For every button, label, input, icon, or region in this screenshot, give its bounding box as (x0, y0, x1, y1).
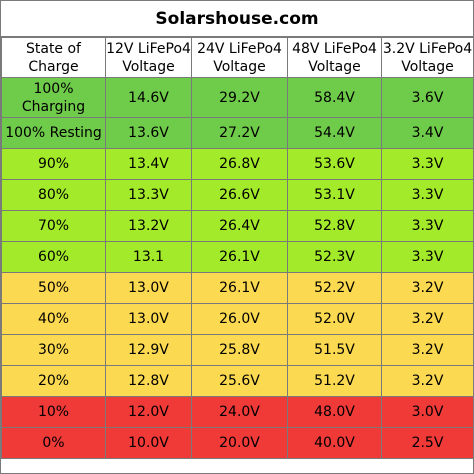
voltage-24v-cell: 29.2V (191, 77, 288, 118)
table-row: 50% 13.0V 26.1V 52.2V 3.2V (1, 272, 474, 304)
voltage-24v-cell: 25.8V (191, 334, 288, 366)
voltage-48v-cell: 53.1V (287, 179, 382, 211)
table-row: 30% 12.9V 25.8V 51.5V 3.2V (1, 334, 474, 366)
voltage-12v-cell: 13.1 (105, 241, 192, 273)
voltage-24v-cell: 26.1V (191, 272, 288, 304)
voltage-12v-cell: 13.6V (105, 117, 192, 149)
voltage-48v-cell: 51.5V (287, 334, 382, 366)
voltage-24v-cell: 26.6V (191, 179, 288, 211)
table-row: 20% 12.8V 25.6V 51.2V 3.2V (1, 365, 474, 397)
voltage-12v-cell: 12.0V (105, 396, 192, 428)
header-row: State of Charge 12V LiFePo4 Voltage 24V … (1, 37, 474, 78)
voltage-3-2v-cell: 3.6V (381, 77, 474, 118)
voltage-3-2v-cell: 3.3V (381, 210, 474, 242)
voltage-48v-cell: 40.0V (287, 427, 382, 459)
voltage-3-2v-cell: 3.2V (381, 365, 474, 397)
voltage-12v-cell: 13.4V (105, 148, 192, 180)
voltage-48v-cell: 51.2V (287, 365, 382, 397)
state-of-charge-cell: 80% (1, 179, 106, 211)
state-of-charge-cell: 60% (1, 241, 106, 273)
voltage-3-2v-cell: 3.2V (381, 334, 474, 366)
header-12v: 12V LiFePo4 Voltage (105, 37, 192, 78)
table-row: 100% Charging 14.6V 29.2V 58.4V 3.6V (1, 77, 474, 118)
voltage-12v-cell: 13.0V (105, 272, 192, 304)
voltage-12v-cell: 14.6V (105, 77, 192, 118)
state-of-charge-cell: 10% (1, 396, 106, 428)
voltage-3-2v-cell: 3.2V (381, 272, 474, 304)
voltage-3-2v-cell: 3.4V (381, 117, 474, 149)
table-row: 0% 10.0V 20.0V 40.0V 2.5V (1, 427, 474, 459)
state-of-charge-cell: 40% (1, 303, 106, 335)
state-of-charge-cell: 100% Resting (1, 117, 106, 149)
voltage-table: State of Charge 12V LiFePo4 Voltage 24V … (1, 37, 474, 459)
voltage-48v-cell: 52.0V (287, 303, 382, 335)
table-row: 10% 12.0V 24.0V 48.0V 3.0V (1, 396, 474, 428)
voltage-3-2v-cell: 3.3V (381, 241, 474, 273)
voltage-48v-cell: 53.6V (287, 148, 382, 180)
voltage-24v-cell: 27.2V (191, 117, 288, 149)
voltage-12v-cell: 13.0V (105, 303, 192, 335)
voltage-12v-cell: 12.8V (105, 365, 192, 397)
voltage-12v-cell: 10.0V (105, 427, 192, 459)
voltage-48v-cell: 52.3V (287, 241, 382, 273)
voltage-3-2v-cell: 3.0V (381, 396, 474, 428)
voltage-24v-cell: 26.1V (191, 241, 288, 273)
voltage-24v-cell: 26.4V (191, 210, 288, 242)
table-row: 80% 13.3V 26.6V 53.1V 3.3V (1, 179, 474, 211)
table-row: 60% 13.1 26.1V 52.3V 3.3V (1, 241, 474, 273)
voltage-24v-cell: 26.0V (191, 303, 288, 335)
voltage-48v-cell: 58.4V (287, 77, 382, 118)
table-row: 40% 13.0V 26.0V 52.0V 3.2V (1, 303, 474, 335)
header-state-of-charge: State of Charge (1, 37, 106, 78)
state-of-charge-cell: 20% (1, 365, 106, 397)
header-48v: 48V LiFePo4 Voltage (287, 37, 382, 78)
voltage-12v-cell: 13.2V (105, 210, 192, 242)
voltage-3-2v-cell: 2.5V (381, 427, 474, 459)
voltage-24v-cell: 26.8V (191, 148, 288, 180)
voltage-12v-cell: 12.9V (105, 334, 192, 366)
voltage-3-2v-cell: 3.3V (381, 148, 474, 180)
voltage-3-2v-cell: 3.3V (381, 179, 474, 211)
voltage-3-2v-cell: 3.2V (381, 303, 474, 335)
voltage-24v-cell: 24.0V (191, 396, 288, 428)
voltage-48v-cell: 52.8V (287, 210, 382, 242)
state-of-charge-cell: 0% (1, 427, 106, 459)
voltage-12v-cell: 13.3V (105, 179, 192, 211)
voltage-48v-cell: 54.4V (287, 117, 382, 149)
table-row: 70% 13.2V 26.4V 52.8V 3.3V (1, 210, 474, 242)
state-of-charge-cell: 30% (1, 334, 106, 366)
header-24v: 24V LiFePo4 Voltage (191, 37, 288, 78)
voltage-48v-cell: 48.0V (287, 396, 382, 428)
state-of-charge-cell: 70% (1, 210, 106, 242)
table-row: 90% 13.4V 26.8V 53.6V 3.3V (1, 148, 474, 180)
voltage-48v-cell: 52.2V (287, 272, 382, 304)
table-row: 100% Resting 13.6V 27.2V 54.4V 3.4V (1, 117, 474, 149)
voltage-24v-cell: 20.0V (191, 427, 288, 459)
voltage-24v-cell: 25.6V (191, 365, 288, 397)
state-of-charge-cell: 100% Charging (1, 77, 106, 118)
site-title: Solarshouse.com (1, 1, 473, 37)
state-of-charge-cell: 90% (1, 148, 106, 180)
state-of-charge-cell: 50% (1, 272, 106, 304)
header-3-2v: 3.2V LiFePo4 Voltage (381, 37, 474, 78)
